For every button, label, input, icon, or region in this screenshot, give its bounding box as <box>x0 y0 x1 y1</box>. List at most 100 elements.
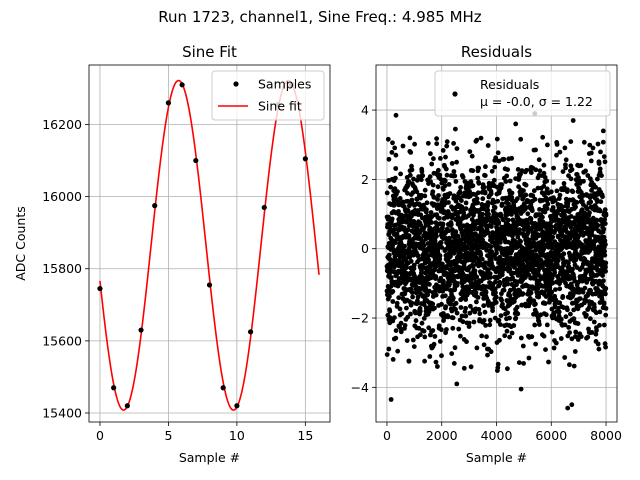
sine-fit-x-tick-label: 5 <box>164 428 172 443</box>
residual-point <box>451 141 456 146</box>
residual-point <box>435 364 440 369</box>
residual-point <box>577 296 583 301</box>
residual-point <box>407 172 413 178</box>
residual-point <box>454 310 460 316</box>
residual-point <box>489 239 495 245</box>
residual-point <box>601 154 607 160</box>
residual-point <box>562 355 568 360</box>
sample-point <box>261 204 267 211</box>
residual-point <box>446 200 451 205</box>
residual-point <box>504 173 510 179</box>
residual-point <box>410 190 416 196</box>
residual-point <box>395 189 400 195</box>
residual-point <box>453 229 459 235</box>
residual-point <box>428 179 433 185</box>
residual-point <box>491 177 497 183</box>
residual-point <box>543 312 549 318</box>
residual-point <box>566 264 572 270</box>
residual-point <box>527 296 533 301</box>
residual-point <box>405 314 410 320</box>
residual-point <box>410 294 415 300</box>
residual-point <box>414 189 420 195</box>
residual-point <box>429 220 434 225</box>
residual-point <box>560 169 566 175</box>
residual-point <box>544 206 550 211</box>
residual-outlier-point <box>569 402 575 408</box>
residual-point <box>554 152 559 158</box>
residual-outlier-point <box>454 381 460 387</box>
residual-point <box>453 307 458 312</box>
residual-point <box>419 169 425 174</box>
residual-point <box>450 325 456 331</box>
residual-point <box>570 189 576 195</box>
residual-point <box>413 318 419 324</box>
residual-point <box>432 334 438 339</box>
residual-point <box>569 167 575 172</box>
residual-point <box>443 304 449 309</box>
residual-outlier-point <box>565 405 571 411</box>
residual-point <box>462 179 468 184</box>
residual-point <box>526 355 532 361</box>
residual-point <box>476 307 482 312</box>
residual-point <box>496 220 502 225</box>
residual-point <box>509 197 515 203</box>
residual-point <box>399 311 405 317</box>
residual-point <box>470 168 476 174</box>
residual-point <box>441 311 446 316</box>
residuals-x-label: Sample # <box>466 450 527 465</box>
residual-point <box>495 365 501 371</box>
residual-point <box>603 212 609 218</box>
residual-point <box>581 139 587 145</box>
residual-point <box>474 137 480 143</box>
residual-point <box>514 304 520 310</box>
residual-point <box>483 290 489 295</box>
residual-point <box>529 208 535 214</box>
residual-point <box>563 314 569 320</box>
residual-point <box>498 322 503 327</box>
residual-point <box>427 174 433 180</box>
residual-point <box>395 348 401 354</box>
residual-point <box>426 325 432 331</box>
residual-point <box>484 334 489 340</box>
residual-point <box>387 308 393 314</box>
residual-point <box>430 182 436 188</box>
residual-point <box>501 287 507 293</box>
residual-point <box>598 254 604 260</box>
residual-point <box>558 336 564 341</box>
residual-point <box>482 190 488 196</box>
residual-point <box>428 151 433 157</box>
residual-point <box>581 178 586 184</box>
residual-point <box>489 224 494 229</box>
residual-point <box>542 301 548 306</box>
residual-point <box>537 322 542 327</box>
residual-point <box>588 150 594 156</box>
residuals-panel: 0 2000 4000 6000 8000 −4 −2 0 2 4 Residuals Sampl… <box>351 43 622 465</box>
residual-point <box>437 172 443 178</box>
residual-point <box>459 198 464 204</box>
residual-point <box>560 294 566 299</box>
residual-point <box>436 323 442 329</box>
residual-point <box>430 328 436 333</box>
residual-point <box>475 200 480 206</box>
residual-point <box>587 210 592 216</box>
residual-point <box>549 329 555 335</box>
residual-point <box>448 253 453 259</box>
sine-fit-y-tick-label: 15800 <box>42 261 82 276</box>
residual-point <box>402 323 408 328</box>
residual-point <box>390 289 396 294</box>
residual-point <box>441 282 447 288</box>
residual-point <box>585 173 591 178</box>
residual-point <box>518 136 524 142</box>
residual-point <box>419 267 424 273</box>
residual-point <box>446 182 452 187</box>
residual-point <box>523 182 529 188</box>
residual-point <box>437 253 443 259</box>
residual-point <box>518 269 524 275</box>
residual-outlier-point <box>513 121 519 127</box>
residual-point <box>487 322 493 328</box>
residual-point <box>458 185 463 190</box>
sine-fit-y-label: ADC Counts <box>13 206 28 281</box>
residual-point <box>598 199 604 205</box>
residual-point <box>576 175 581 181</box>
residual-point <box>398 171 403 177</box>
